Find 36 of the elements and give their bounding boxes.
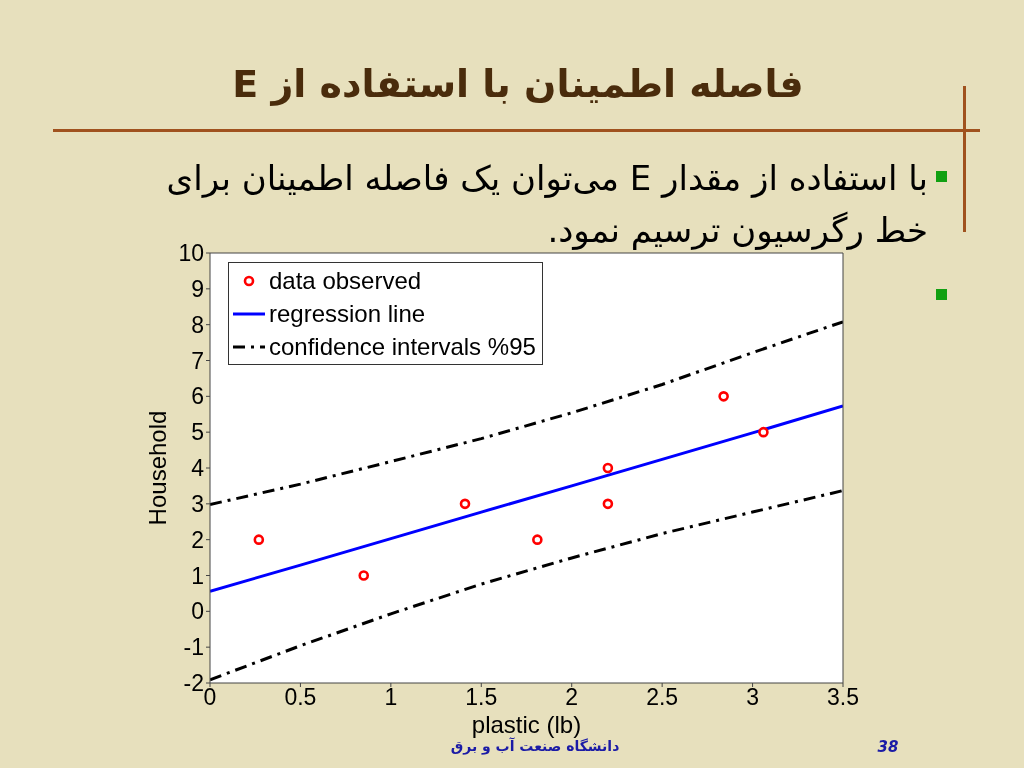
y-tick-label: 1 bbox=[191, 562, 204, 589]
y-tick-label: 6 bbox=[191, 383, 204, 410]
y-axis-title: Household bbox=[143, 410, 171, 526]
y-tick-label: 8 bbox=[191, 311, 204, 338]
x-tick-label: 0.5 bbox=[284, 684, 317, 711]
y-tick-label: 5 bbox=[191, 419, 204, 446]
y-tick-label: 3 bbox=[191, 491, 204, 517]
x-tick-label: 2.5 bbox=[646, 684, 679, 711]
x-tick-label: 1.5 bbox=[465, 684, 498, 711]
legend-label: confidence intervals %95 bbox=[269, 332, 536, 362]
point bbox=[358, 570, 370, 581]
text: دانشگاه صنعت آب و برق bbox=[449, 738, 621, 754]
x-axis-title: plastic (lb) bbox=[471, 711, 582, 738]
y-tick-label: -1 bbox=[183, 634, 204, 661]
text: 38 bbox=[876, 738, 900, 756]
point bbox=[718, 391, 729, 402]
legend-label: data observed bbox=[269, 266, 422, 296]
y-tick-label: 4 bbox=[191, 455, 205, 482]
y-tick-label: 2 bbox=[191, 526, 204, 553]
x-tick-label: 3.5 bbox=[827, 684, 859, 711]
y-tick-label: 0 bbox=[191, 598, 204, 625]
point bbox=[253, 534, 265, 545]
chart-title: فاصله اطمینان با استفاده از E bbox=[231, 62, 805, 106]
x-tick-label: 3 bbox=[746, 684, 759, 711]
y-tick-label: -2 bbox=[183, 670, 204, 697]
point bbox=[459, 498, 471, 510]
legend-label: regression line bbox=[269, 299, 426, 329]
point bbox=[758, 426, 769, 438]
y-tick-label: 7 bbox=[191, 347, 204, 374]
point bbox=[532, 534, 543, 545]
y-tick-label: 9 bbox=[191, 276, 204, 302]
point bbox=[602, 498, 614, 510]
x-tick-label: 2 bbox=[565, 684, 579, 711]
line-series bbox=[210, 404, 843, 593]
point bbox=[602, 462, 614, 474]
x-tick-label: 1 bbox=[384, 684, 398, 711]
